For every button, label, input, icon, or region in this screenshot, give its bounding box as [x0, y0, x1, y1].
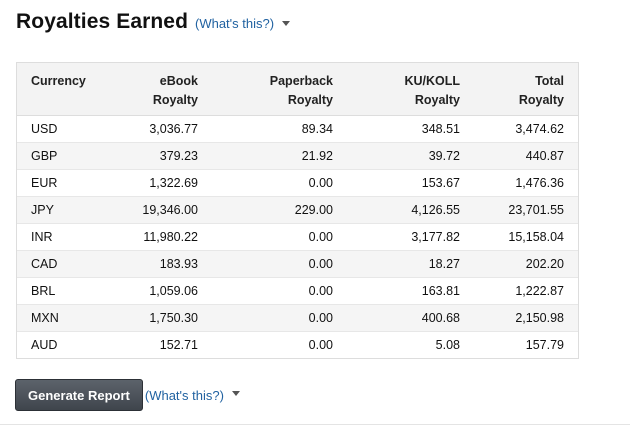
- ebook-royalty-cell: 1,750.30: [107, 303, 212, 331]
- table-row: MXN 1,750.30 0.00 400.68 2,150.98: [17, 303, 578, 331]
- column-header-line1: Total: [535, 74, 564, 88]
- ku-koll-royalty-cell: 400.68: [347, 303, 474, 331]
- ku-koll-royalty-cell: 4,126.55: [347, 195, 474, 223]
- paperback-royalty-cell: 229.00: [212, 195, 347, 223]
- column-header-line2: Royalty: [414, 93, 460, 107]
- column-header-line1: eBook: [159, 74, 198, 88]
- ku-koll-royalty-cell: 5.08: [347, 330, 474, 358]
- generate-report-button[interactable]: Generate Report: [15, 379, 143, 411]
- total-royalty-cell: 1,222.87: [474, 276, 578, 304]
- table-body: USD 3,036.77 89.34 348.51 3,474.62 GBP 3…: [17, 115, 578, 358]
- paperback-royalty-cell: 0.00: [212, 249, 347, 277]
- ebook-royalty-cell: 11,980.22: [107, 222, 212, 250]
- caret-down-icon[interactable]: [282, 21, 291, 26]
- column-header-line1: KU/KOLL: [404, 74, 460, 88]
- paperback-royalty-cell: 0.00: [212, 168, 347, 196]
- currency-cell: EUR: [17, 168, 107, 196]
- ebook-royalty-cell: 3,036.77: [149, 121, 198, 136]
- divider: [0, 424, 630, 425]
- ebook-royalty-cell: 19,346.00: [107, 195, 212, 223]
- currency-cell: CAD: [17, 249, 107, 277]
- column-header-total-royalty: Total Royalty: [474, 63, 578, 116]
- header-row: Currency eBook Royalty Paperback Royalty…: [17, 63, 578, 116]
- currency-cell: MXN: [17, 303, 107, 331]
- whats-this-link[interactable]: (What's this?): [144, 387, 224, 403]
- table-row: USD 3,036.77 89.34 348.51 3,474.62: [17, 115, 578, 142]
- column-header-line2: Royalty: [287, 93, 333, 107]
- paperback-royalty-cell: 0.00: [212, 222, 347, 250]
- ebook-royalty-cell: 1,322.69: [107, 168, 212, 196]
- caret-down-icon[interactable]: [231, 390, 240, 396]
- column-header-line2: Royalty: [152, 93, 198, 107]
- ebook-royalty-cell: 183.93: [107, 249, 212, 277]
- column-header-line1: Paperback: [269, 74, 333, 88]
- table-row: AUD 152.71 0.00 5.08 157.79: [17, 330, 578, 358]
- total-royalty-cell: 3,474.62: [515, 121, 564, 136]
- column-header-currency-label: Currency: [31, 74, 86, 88]
- ku-koll-royalty-cell: 39.72: [347, 141, 474, 169]
- ebook-royalty-cell: 1,059.06: [107, 276, 212, 304]
- currency-cell: BRL: [17, 276, 107, 304]
- page-title: Royalties Earned: [16, 10, 188, 33]
- column-header-currency: Currency: [17, 63, 107, 116]
- ku-koll-royalty-cell: 163.81: [347, 276, 474, 304]
- table-row: CAD 183.93 0.00 18.27 202.20: [17, 249, 578, 277]
- table-row: GBP 379.23 21.92 39.72 440.87: [17, 141, 578, 169]
- total-royalty-cell: 1,476.36: [474, 168, 578, 196]
- currency-cell: USD: [31, 121, 58, 136]
- column-header-line2: Royalty: [518, 93, 564, 107]
- total-royalty-cell: 440.87: [474, 141, 578, 169]
- whats-this-link[interactable]: (What's this?): [195, 16, 275, 31]
- table-row: EUR 1,322.69 0.00 153.67 1,476.36: [17, 168, 578, 196]
- column-header-ebook-royalty: eBook Royalty: [107, 63, 212, 116]
- currency-cell: INR: [17, 222, 107, 250]
- total-royalty-cell: 202.20: [474, 249, 578, 277]
- royalties-table: Currency eBook Royalty Paperback Royalty…: [17, 63, 578, 358]
- table-row: JPY 19,346.00 229.00 4,126.55 23,701.55: [17, 195, 578, 223]
- currency-cell: GBP: [17, 141, 107, 169]
- total-royalty-cell: 157.79: [474, 330, 578, 358]
- paperback-royalty-cell: 0.00: [212, 303, 347, 331]
- ku-koll-royalty-cell: 348.51: [421, 121, 460, 136]
- table-row: INR 11,980.22 0.00 3,177.82 15,158.04: [17, 222, 578, 250]
- total-royalty-cell: 15,158.04: [474, 222, 578, 250]
- paperback-royalty-cell: 21.92: [212, 141, 347, 169]
- paperback-royalty-cell: 89.34: [301, 121, 333, 136]
- table-header: Currency eBook Royalty Paperback Royalty…: [17, 63, 578, 116]
- total-royalty-cell: 23,701.55: [474, 195, 578, 223]
- ku-koll-royalty-cell: 3,177.82: [347, 222, 474, 250]
- royalties-header: Royalties Earned (What's this?): [16, 10, 291, 38]
- total-royalty-cell: 2,150.98: [474, 303, 578, 331]
- ku-koll-royalty-cell: 153.67: [347, 168, 474, 196]
- ebook-royalty-cell: 379.23: [107, 141, 212, 169]
- ku-koll-royalty-cell: 18.27: [347, 249, 474, 277]
- column-header-ku-koll-royalty: KU/KOLL Royalty: [347, 63, 474, 116]
- table-row: BRL 1,059.06 0.00 163.81 1,222.87: [17, 276, 578, 304]
- currency-cell: JPY: [17, 195, 107, 223]
- column-header-paperback-royalty: Paperback Royalty: [212, 63, 347, 116]
- royalties-table-container: Currency eBook Royalty Paperback Royalty…: [16, 62, 579, 359]
- ebook-royalty-cell: 152.71: [107, 330, 212, 358]
- paperback-royalty-cell: 0.00: [212, 330, 347, 358]
- paperback-royalty-cell: 0.00: [212, 276, 347, 304]
- report-footer: Generate Report (What's this?): [15, 379, 240, 411]
- currency-cell: AUD: [17, 330, 107, 358]
